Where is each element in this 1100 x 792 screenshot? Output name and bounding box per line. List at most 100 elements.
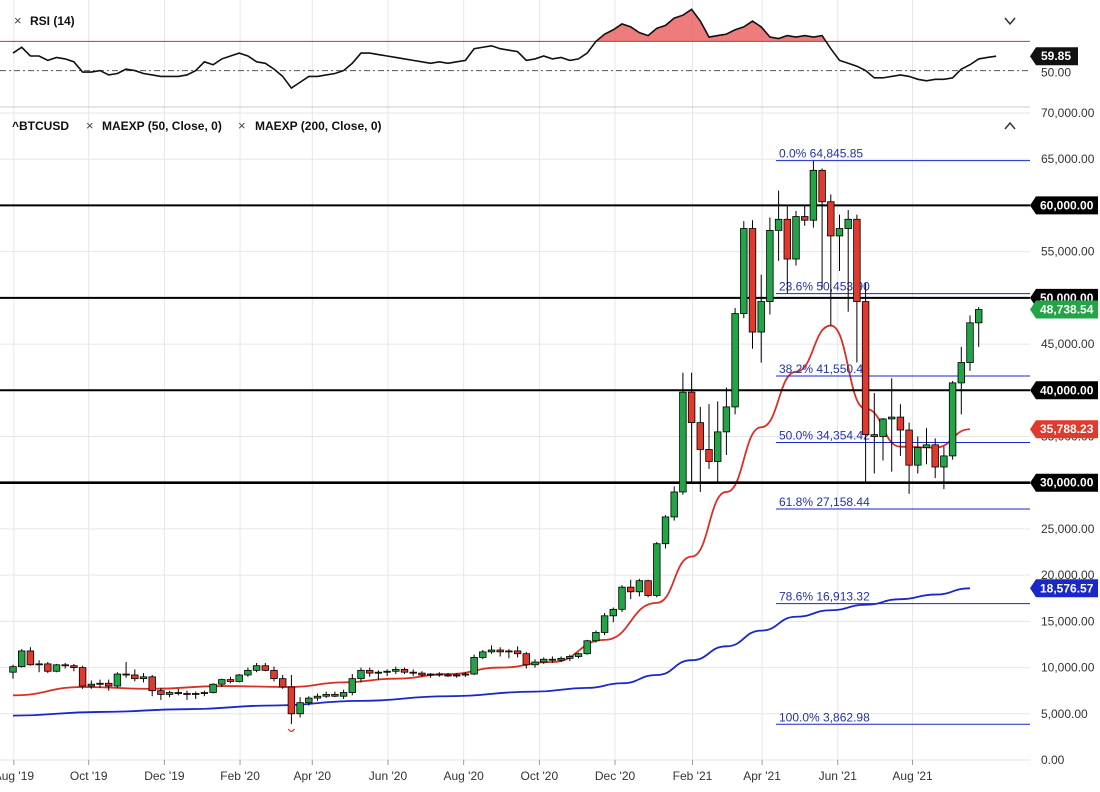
fib-label: 38.2% 41,550.40 [779,362,870,376]
symbol-label: ^BTCUSD [12,119,69,133]
candle [583,639,591,655]
candle-body [226,679,235,682]
candle [365,667,374,677]
candle-body [105,682,113,687]
study1-label: MAEXP (50, Close, 0) [102,119,222,133]
fib-label: 100.0% 3,862.98 [779,710,870,724]
study2-label: MAEXP (200, Close, 0) [255,119,382,133]
y-tick-label: 5,000.00 [1041,707,1088,721]
candle-body [44,663,52,672]
candle [844,210,852,312]
candle-body [801,216,809,221]
candle-body [922,444,931,448]
rsi-value-badge: 59.85 [1030,47,1078,66]
candle-body [679,391,687,493]
fib-label: 50.0% 34,354.42 [779,428,870,442]
candle-body [505,650,513,653]
price-badge-label: 60,000.00 [1040,198,1094,212]
candle-body [818,169,826,203]
y-tick-label: 70,000.00 [1041,106,1095,120]
price-badge [1030,579,1098,598]
candle [644,579,652,598]
candle-body [731,313,739,408]
candle [809,161,818,228]
candle [70,663,78,672]
ma-line-2 [12,587,971,717]
candle-body [479,651,487,658]
x-tick-label: Jun '20 [369,769,408,783]
rsi-line [12,8,997,90]
candle [835,214,844,272]
candle [618,585,626,613]
candle-body [522,653,530,666]
horizontal-levels [0,204,1030,485]
candle-body [287,686,296,715]
candle [409,669,417,676]
candle-body [975,309,983,324]
study1-close-button[interactable]: × [86,118,94,133]
candle [348,674,356,696]
rsi-close-button[interactable]: × [14,13,22,28]
x-tick-label: Aug '21 [892,769,933,783]
candle [383,669,391,676]
candle-body [888,416,896,420]
candle-body [339,692,348,697]
candle [218,678,226,687]
candle-body [766,229,774,302]
candle-body [574,653,583,657]
study2-close-button[interactable]: × [238,118,246,133]
chevron-up-icon[interactable] [1004,121,1016,130]
candle [592,630,600,643]
rsi-title: RSI (14) [30,14,75,28]
candle [17,649,26,668]
candle [670,486,678,521]
candle [487,645,496,654]
candle [627,579,635,600]
candle [479,650,487,660]
candle-body [435,673,443,676]
moving-averages [12,324,971,717]
candle-body [914,447,922,466]
candle [287,674,296,724]
candle [748,220,757,349]
candle-body [722,406,731,433]
price-badge-label: 48,738.54 [1040,303,1094,317]
candle-body [687,391,696,424]
candle [226,676,235,684]
fibonacci-levels: 0.0% 64,845.85 23.6% 50,453.90 38.2% 41,55… [776,147,1030,725]
y-tick-label: 65,000.00 [1041,152,1095,166]
candle [861,283,870,483]
candle [44,662,52,674]
candle [548,656,557,663]
candle [296,697,304,718]
candle-body [635,580,644,593]
candle-body [331,693,339,697]
candle-body [296,702,304,715]
candle-body [191,693,200,695]
candle [9,664,17,679]
candle-body [783,218,791,260]
rsi-badge-shape [1030,47,1078,66]
candle-body [757,301,765,333]
candle-body [244,669,252,676]
candle-body [383,670,391,673]
ma-line-1 [12,324,971,697]
candle-body [452,674,461,677]
price-badges: 60,000.0050,000.0048,738.5440,000.0035,7… [1030,196,1098,598]
candle-body [357,669,365,680]
candle-body [513,650,522,655]
candle-body [540,658,548,663]
candle [392,666,400,675]
x-tick-label: Aug '20 [443,769,484,783]
chevron-down-icon[interactable] [1004,17,1016,26]
candle [774,190,783,261]
x-tick-label: Feb '20 [220,769,260,783]
candle [357,667,365,683]
candle-body [870,434,878,437]
x-tick-label: Oct '20 [521,769,559,783]
candle [574,652,583,659]
candle-body [157,690,165,695]
candle-body [627,586,635,593]
candle [374,670,383,680]
candle-body [139,676,148,680]
